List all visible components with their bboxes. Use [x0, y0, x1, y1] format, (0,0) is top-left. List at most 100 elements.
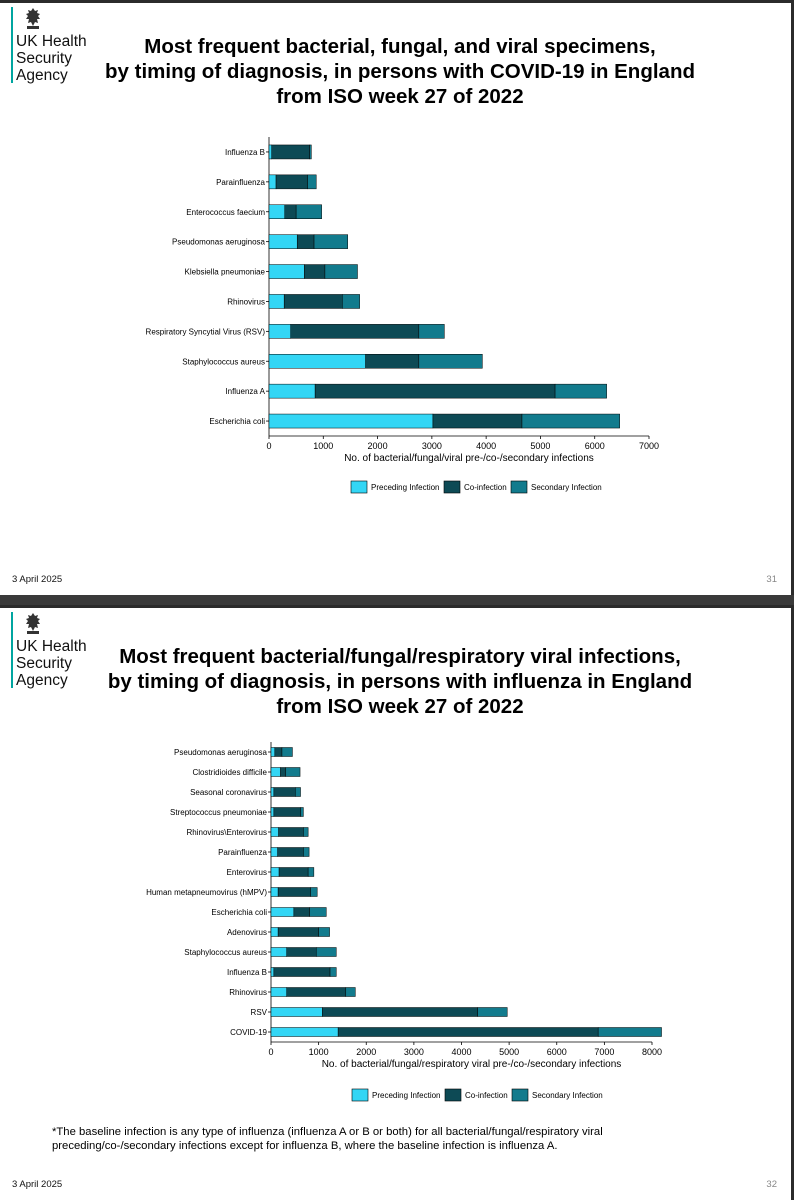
x-tick-label: 1000	[309, 1047, 329, 1057]
bar-preceding	[270, 807, 275, 817]
category-label: Influenza B	[227, 968, 267, 977]
bar-secondary	[324, 264, 358, 279]
legend-label: Secondary Infection	[531, 483, 602, 492]
bar-preceding	[268, 264, 305, 279]
category-label: Pseudomonas aeruginosa	[174, 748, 268, 757]
x-tick-label: 2000	[368, 441, 388, 451]
slide-32: UK Health Security Agency Most frequent …	[0, 605, 794, 1200]
category-label: Parainfluenza	[218, 848, 267, 857]
legend-label: Co-infection	[464, 483, 507, 492]
bar-preceding	[270, 907, 295, 917]
bar-secondary	[477, 1007, 508, 1017]
bar-preceding	[270, 767, 281, 777]
bar-coinfection	[337, 1027, 599, 1037]
x-tick-label: 1000	[313, 441, 333, 451]
bar-coinfection	[322, 1007, 478, 1017]
bar-coinfection	[290, 324, 420, 339]
x-axis-title: No. of bacterial/fungal/respiratory vira…	[322, 1059, 622, 1070]
bar-preceding	[268, 324, 291, 339]
bar-secondary	[318, 927, 330, 937]
bar-coinfection	[271, 144, 310, 160]
legend-swatch-secondary	[510, 480, 528, 494]
category-label: Rhinovirus	[229, 988, 267, 997]
bar-secondary	[418, 354, 483, 369]
bar-secondary	[521, 413, 620, 429]
bar-coinfection	[286, 987, 347, 997]
x-tick-label: 3000	[404, 1047, 424, 1057]
bar-secondary	[345, 987, 356, 997]
bar-preceding	[270, 987, 287, 997]
category-label: Clostridioides difficile	[192, 768, 267, 777]
category-label: Escherichia coli	[209, 417, 265, 426]
x-tick-label: 3000	[422, 441, 442, 451]
bar-coinfection	[283, 294, 343, 309]
category-label: Adenovirus	[227, 928, 267, 937]
legend-label: Secondary Infection	[532, 1091, 603, 1100]
bar-preceding	[270, 887, 279, 897]
bar-coinfection	[274, 747, 283, 757]
bar-preceding	[268, 354, 366, 369]
bar-preceding	[270, 967, 275, 977]
ukhsa-logo: UK Health Security Agency	[11, 612, 101, 690]
right-border	[791, 605, 794, 1200]
bar-coinfection	[304, 264, 326, 279]
bar-secondary	[342, 294, 360, 309]
bar-preceding	[270, 827, 279, 837]
page-number: 31	[766, 574, 777, 585]
bar-secondary	[281, 747, 293, 757]
bar-preceding	[268, 144, 272, 160]
category-label: Escherichia coli	[211, 908, 267, 917]
bar-preceding	[268, 413, 434, 429]
legend-label: Preceding Infection	[372, 1091, 441, 1100]
category-label: Pseudomonas aeruginosa	[172, 238, 266, 247]
bar-preceding	[270, 1027, 339, 1037]
category-label: Influenza A	[225, 387, 265, 396]
bar-secondary	[315, 947, 337, 957]
bar-coinfection	[273, 807, 301, 817]
bar-coinfection	[277, 927, 319, 937]
bar-secondary	[554, 383, 607, 399]
category-label: Staphylococcus aureus	[182, 357, 265, 366]
bar-coinfection	[284, 204, 297, 219]
bar-preceding	[270, 947, 287, 957]
bar-coinfection	[277, 847, 304, 857]
bar-coinfection	[275, 174, 308, 190]
category-label: RSV	[251, 1008, 268, 1017]
bar-secondary	[303, 847, 310, 857]
x-tick-label: 0	[268, 1047, 273, 1057]
bar-secondary	[285, 767, 301, 777]
bar-preceding	[268, 234, 298, 249]
category-label: Seasonal coronavirus	[190, 788, 267, 797]
legend-label: Co-infection	[465, 1091, 508, 1100]
x-tick-label: 5000	[499, 1047, 519, 1057]
category-label: Influenza B	[225, 148, 265, 157]
category-label: Respiratory Syncytial Virus (RSV)	[146, 327, 266, 336]
x-tick-label: 5000	[530, 441, 550, 451]
top-border	[0, 0, 794, 3]
category-label: Staphylococcus aureus	[184, 948, 267, 957]
slide-date: 3 April 2025	[12, 574, 63, 585]
org-name: UK Health Security Agency	[16, 638, 87, 689]
page-number: 32	[766, 1179, 777, 1190]
bar-secondary	[309, 907, 327, 917]
x-tick-label: 7000	[639, 441, 659, 451]
bar-coinfection	[277, 887, 311, 897]
x-tick-label: 6000	[547, 1047, 567, 1057]
bar-preceding	[268, 204, 285, 219]
bar-secondary	[300, 807, 304, 817]
x-tick-label: 4000	[476, 441, 496, 451]
royal-crest-icon	[26, 8, 40, 29]
bar-secondary	[597, 1027, 662, 1037]
bar-coinfection	[296, 234, 315, 249]
bar-secondary	[418, 324, 445, 339]
bar-secondary	[295, 787, 301, 797]
x-axis-title: No. of bacterial/fungal/viral pre-/co-/s…	[344, 453, 594, 464]
bar-coinfection	[273, 967, 331, 977]
category-label: Enterovirus	[227, 868, 267, 877]
bar-secondary	[313, 234, 348, 249]
slide-31: UK Health Security Agency Most frequent …	[0, 0, 794, 595]
bar-secondary	[295, 204, 322, 219]
bar-coinfection	[278, 867, 309, 877]
logo-bar	[11, 612, 13, 688]
bar-secondary	[303, 827, 309, 837]
